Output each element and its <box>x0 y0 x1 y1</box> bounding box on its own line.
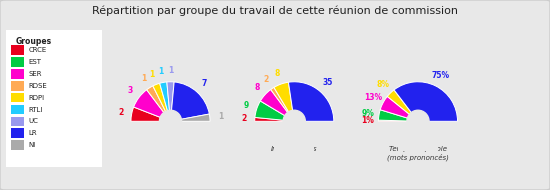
Wedge shape <box>147 86 170 121</box>
FancyBboxPatch shape <box>1 24 107 174</box>
Text: 75%: 75% <box>431 71 449 80</box>
Text: 2: 2 <box>263 75 269 84</box>
Text: 8%: 8% <box>376 81 389 89</box>
Bar <box>11 93 24 102</box>
Text: 1: 1 <box>150 70 155 79</box>
Text: 1: 1 <box>218 112 223 121</box>
Text: Interventions: Interventions <box>271 146 317 152</box>
Text: RTLI: RTLI <box>29 107 43 112</box>
Ellipse shape <box>157 125 184 147</box>
Wedge shape <box>274 82 294 121</box>
FancyBboxPatch shape <box>398 131 438 151</box>
Bar <box>11 69 24 79</box>
Bar <box>11 81 24 91</box>
Text: 13%: 13% <box>364 93 382 102</box>
Text: LR: LR <box>29 130 37 136</box>
Text: 2: 2 <box>118 108 123 116</box>
Wedge shape <box>271 87 294 121</box>
Wedge shape <box>260 89 294 121</box>
Bar <box>11 105 24 114</box>
Text: 1: 1 <box>158 67 164 76</box>
Bar <box>11 117 24 126</box>
Wedge shape <box>255 117 294 121</box>
Text: Répartition par groupe du travail de cette réunion de commission: Répartition par groupe du travail de cet… <box>92 6 458 16</box>
Text: 9%: 9% <box>362 109 375 118</box>
FancyBboxPatch shape <box>274 131 314 151</box>
Wedge shape <box>378 120 418 121</box>
Bar <box>11 57 24 67</box>
Wedge shape <box>170 82 210 121</box>
Wedge shape <box>170 114 210 121</box>
Bar <box>11 140 24 150</box>
Wedge shape <box>153 83 170 121</box>
Text: Présents: Présents <box>156 146 185 152</box>
Text: EST: EST <box>29 59 42 65</box>
Wedge shape <box>255 101 294 121</box>
Wedge shape <box>288 82 334 121</box>
Text: 8: 8 <box>274 69 280 78</box>
Text: 35: 35 <box>322 78 333 87</box>
Text: 1: 1 <box>168 66 173 75</box>
Wedge shape <box>394 82 458 121</box>
Circle shape <box>407 110 429 132</box>
Ellipse shape <box>404 125 432 147</box>
Text: 2: 2 <box>241 114 246 123</box>
Circle shape <box>160 110 182 132</box>
Text: CRCE: CRCE <box>29 47 47 53</box>
Wedge shape <box>380 96 418 121</box>
Wedge shape <box>378 110 418 121</box>
Text: RDSE: RDSE <box>29 83 47 89</box>
Wedge shape <box>160 82 170 121</box>
Bar <box>11 45 24 55</box>
Ellipse shape <box>280 125 308 147</box>
Text: UC: UC <box>29 118 38 124</box>
Text: 3: 3 <box>128 86 133 95</box>
Text: 1%: 1% <box>361 116 374 125</box>
Text: RDPI: RDPI <box>29 95 45 101</box>
Wedge shape <box>387 90 418 121</box>
Text: 8: 8 <box>254 83 260 92</box>
Text: 1: 1 <box>141 74 146 83</box>
Circle shape <box>283 110 305 132</box>
Text: SER: SER <box>29 71 42 77</box>
Text: Temps de parole
(mots prononcés): Temps de parole (mots prononcés) <box>387 146 449 161</box>
Text: NI: NI <box>29 142 36 148</box>
Text: 7: 7 <box>202 79 207 88</box>
FancyBboxPatch shape <box>151 131 190 151</box>
Text: 9: 9 <box>244 101 249 110</box>
Wedge shape <box>134 90 170 121</box>
Wedge shape <box>131 107 170 121</box>
Wedge shape <box>167 82 174 121</box>
Text: Groupes: Groupes <box>15 37 51 46</box>
Bar <box>11 128 24 138</box>
